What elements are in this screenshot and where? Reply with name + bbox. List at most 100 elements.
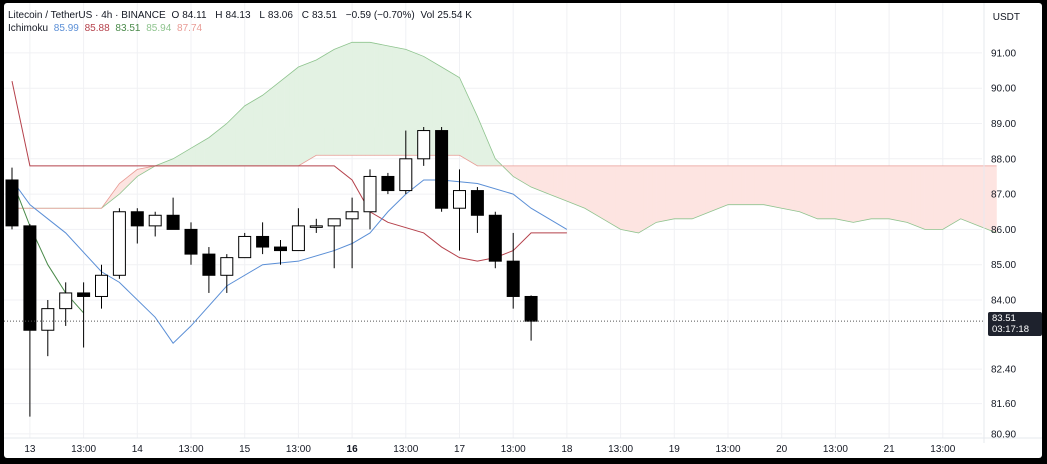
candle[interactable] xyxy=(488,211,502,269)
cloud-segment xyxy=(870,165,876,220)
cloud-segment xyxy=(615,165,621,230)
cloud-segment xyxy=(387,45,393,156)
candle[interactable] xyxy=(59,282,73,326)
candle[interactable] xyxy=(327,218,341,269)
candle[interactable] xyxy=(363,169,377,230)
cloud-segment xyxy=(333,47,339,156)
kijun-line xyxy=(11,81,567,262)
low-value: L 83.06 xyxy=(259,10,293,21)
price-tick-label: 80.90 xyxy=(991,429,1016,440)
high-value: H 84.13 xyxy=(215,10,251,21)
candle[interactable] xyxy=(112,208,126,279)
candle[interactable] xyxy=(148,211,162,237)
cloud-segment xyxy=(929,165,935,230)
price-axis[interactable]: 91.00 90.00 89.00 88.00 87.00 86.00 85.00 84.00… xyxy=(983,3,1016,443)
candle-body xyxy=(524,295,538,322)
price-tick-label: 87.00 xyxy=(991,190,1016,201)
cloud-segment xyxy=(951,165,957,225)
candle[interactable] xyxy=(130,208,144,244)
candle[interactable] xyxy=(309,218,323,233)
candle[interactable] xyxy=(274,239,287,265)
candle[interactable] xyxy=(435,127,449,212)
cloud-segment xyxy=(405,48,411,156)
ichimoku-chikou-value: 83.51 xyxy=(115,23,141,34)
time-tick-label: 21 xyxy=(884,444,896,455)
cloud-segment xyxy=(324,51,331,156)
candle[interactable] xyxy=(166,197,180,230)
candle[interactable] xyxy=(95,264,108,309)
cloud-segment xyxy=(866,165,872,221)
ichimoku-tenkan-value: 85.99 xyxy=(53,23,79,34)
candle[interactable] xyxy=(5,167,19,230)
time-tick-label: 13:00 xyxy=(715,444,740,455)
price-tick-label: 89.00 xyxy=(991,119,1016,130)
cloud-segment xyxy=(342,43,348,156)
candle-body xyxy=(256,235,270,248)
ichimoku-cloud xyxy=(12,41,997,234)
cloud-segment xyxy=(763,165,769,206)
cloud-segment xyxy=(235,109,241,167)
candle[interactable] xyxy=(506,232,520,309)
time-tick-label: 14 xyxy=(132,444,144,455)
symbol-title[interactable]: Litecoin / TetherUS · 4h · BINANCE xyxy=(8,10,166,21)
cloud-segment xyxy=(602,165,608,222)
candle[interactable] xyxy=(524,295,538,341)
candle-body xyxy=(274,246,287,252)
currency-label[interactable]: USDT xyxy=(992,12,1020,23)
price-tick-label: 85.00 xyxy=(991,260,1016,271)
cloud-segment xyxy=(302,63,308,164)
tenkan-line xyxy=(11,179,568,344)
indicator-name[interactable]: Ichimoku xyxy=(8,23,49,34)
candle[interactable] xyxy=(77,282,91,348)
cloud-segment xyxy=(803,165,809,216)
candle[interactable] xyxy=(381,172,395,195)
cloud-segment xyxy=(964,165,970,223)
chart-panel[interactable]: 91.00 90.00 89.00 88.00 87.00 86.00 85.00 84.00… xyxy=(4,3,1042,458)
cloud-segment xyxy=(199,139,205,167)
cloud-segment xyxy=(884,165,890,220)
cloud-segment xyxy=(248,100,254,167)
indicator-legend: Ichimoku 85.99 85.88 83.51 85.94 87.74 xyxy=(8,23,205,34)
time-tick-label: 13:00 xyxy=(178,444,203,455)
cloud-segment xyxy=(571,165,577,206)
ichimoku-lines xyxy=(11,41,997,344)
cloud-segment xyxy=(911,165,917,227)
candle-body xyxy=(453,190,466,209)
time-tick-label: 13:00 xyxy=(286,444,311,455)
candle-body xyxy=(5,179,19,227)
cloud-segment xyxy=(651,165,657,226)
time-axis[interactable]: 13 13:00 14 13:00 15 13:00 16 13:00 17 13:00 18 13:… xyxy=(4,437,1042,455)
candle[interactable] xyxy=(220,254,234,293)
cloud-segment xyxy=(642,165,648,231)
candle[interactable] xyxy=(345,197,359,269)
cloud-segment xyxy=(284,73,290,167)
candle-body xyxy=(202,253,216,276)
cloud-segment xyxy=(557,165,563,200)
cloud-segment xyxy=(861,165,868,221)
candle[interactable] xyxy=(23,224,37,417)
cloud-segment xyxy=(190,145,196,167)
price-chart[interactable]: 91.00 90.00 89.00 88.00 87.00 86.00 85.00 84.00… xyxy=(4,3,1042,458)
candle[interactable] xyxy=(41,300,55,357)
candle[interactable] xyxy=(453,169,466,251)
candle[interactable] xyxy=(238,232,252,259)
candles[interactable] xyxy=(5,127,538,417)
cloud-segment xyxy=(463,87,469,162)
cloud-segment xyxy=(548,165,554,197)
candle[interactable] xyxy=(417,127,431,166)
cloud-segment xyxy=(539,165,545,193)
candle[interactable] xyxy=(399,130,413,195)
cloud-segment xyxy=(732,165,738,205)
cloud-segment xyxy=(821,165,827,220)
cloud-segment xyxy=(356,42,362,156)
candle[interactable] xyxy=(291,208,305,252)
candle[interactable] xyxy=(256,222,270,255)
cloud-segment xyxy=(374,42,380,156)
cloud-segment xyxy=(785,165,791,211)
change-value: −0.59 (−0.70%) xyxy=(345,10,415,21)
candle[interactable] xyxy=(202,247,216,293)
cloud-segment xyxy=(315,56,322,156)
cloud-segment xyxy=(266,87,272,167)
candle[interactable] xyxy=(470,187,484,233)
candle[interactable] xyxy=(184,222,198,265)
